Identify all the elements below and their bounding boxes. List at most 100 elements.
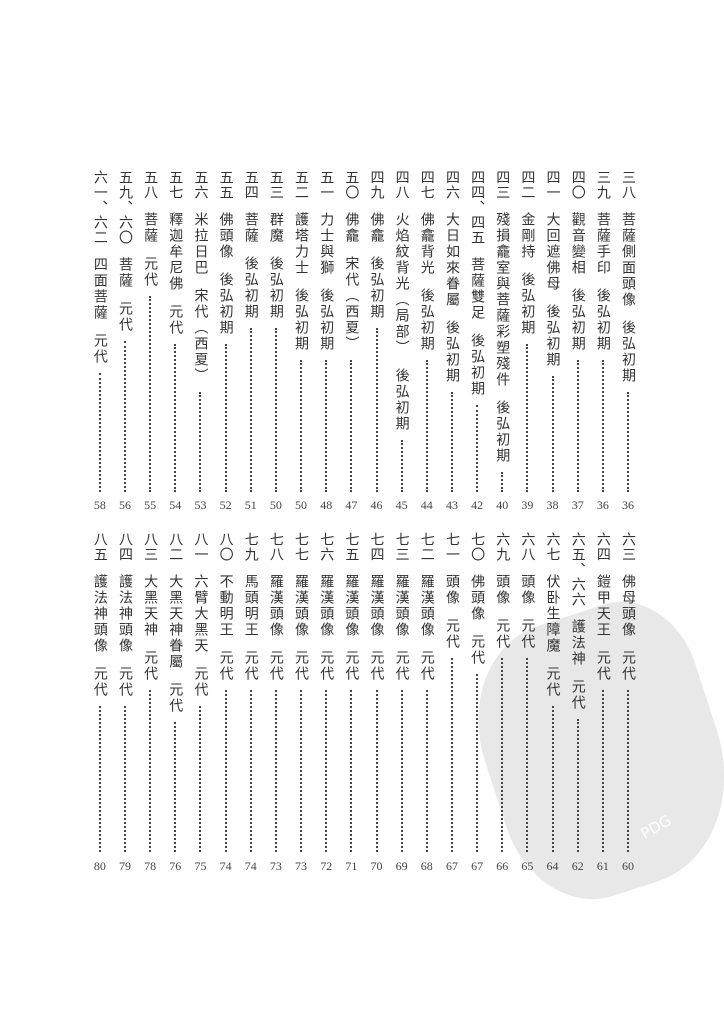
toc-entry: 五六 米拉日巴 宋代（西夏） — [191, 170, 209, 492]
entry-number: 七〇 — [469, 532, 486, 562]
dot-leader — [124, 341, 126, 492]
entry-title: 護塔力士 — [293, 212, 310, 276]
entry-title: 佛頭像 — [469, 574, 486, 622]
entry-number: 八五 — [91, 532, 108, 562]
entry-page-number: 71 — [345, 859, 358, 873]
dot-leader — [526, 658, 529, 852]
entry-era: 元代 — [393, 650, 410, 682]
entry-number: 四二 — [519, 170, 536, 200]
entry-title: 羅漢頭像 — [267, 574, 284, 638]
entry-era: 元代 — [594, 650, 611, 682]
entry-page-number: 45 — [395, 498, 408, 512]
dot-leader — [149, 296, 152, 492]
entry-title: 佛龕 — [343, 212, 360, 244]
entry-page-number: 52 — [219, 498, 232, 512]
toc-entry: 六三 佛母頭像 元代 — [619, 532, 637, 852]
dot-leader — [174, 344, 177, 492]
dot-leader — [627, 392, 629, 492]
toc-entry: 八四 護法神頭像 元代 — [116, 532, 134, 852]
entry-page-number: 80 — [93, 859, 106, 873]
entry-title: 大黑天神 — [142, 574, 159, 638]
entry-number: 六七 — [544, 532, 561, 562]
toc-entry: 三九 菩薩手印 後弘初期 — [594, 170, 612, 492]
entry-number: 八四 — [117, 532, 133, 562]
entry-era: 元代 — [494, 618, 511, 650]
entry-title: 羅漢頭像 — [393, 574, 410, 638]
dot-leader — [476, 405, 479, 492]
entry-era: 元代 — [418, 650, 435, 682]
dot-leader — [375, 690, 378, 852]
toc-entry: 七六 羅漢頭像 元代 — [317, 532, 335, 852]
entry-title: 大回遮佛母 — [544, 212, 561, 292]
toc-entry: 六四 鎧甲天王 元代 — [594, 532, 612, 852]
toc-entry: 七三 羅漢頭像 元代 — [393, 532, 411, 852]
entry-number: 四一 — [544, 170, 561, 200]
toc-entry: 六五、六六 護法神 元代 — [569, 532, 587, 852]
entry-page-number: 56 — [119, 498, 131, 512]
entry-era: 後弘初期 — [242, 256, 259, 320]
dot-leader — [199, 392, 202, 492]
toc-entry: 八三 大黑天神 元代 — [141, 532, 159, 852]
toc-entry: 五七 釋迦牟尼佛 元代 — [166, 170, 184, 492]
dot-leader — [601, 360, 604, 492]
dot-leader — [400, 690, 403, 852]
entry-page-number: 67 — [445, 859, 458, 873]
entry-era: 後弘初期 — [494, 400, 511, 464]
toc-entry: 七八 羅漢頭像 元代 — [267, 532, 285, 852]
dot-leader — [350, 360, 353, 492]
entry-title: 火焰紋背光（局部） — [393, 212, 410, 356]
entry-era: 元代 — [142, 256, 159, 288]
entry-era: 元代 — [519, 618, 536, 650]
entry-title: 菩薩 — [242, 212, 259, 244]
toc-entry: 七二 羅漢頭像 元代 — [418, 532, 436, 852]
entry-era: 元代 — [469, 634, 486, 666]
toc-entry: 四三 殘損龕室與菩薩彩塑殘件 後弘初期 — [493, 170, 511, 492]
entry-era: 後弘初期 — [393, 368, 410, 432]
entry-title: 鎧甲天王 — [594, 574, 611, 638]
entry-title: 佛龕背光 — [418, 212, 435, 276]
entry-page-number: 74 — [219, 859, 232, 873]
entry-era: 後弘初期 — [217, 272, 234, 336]
entry-era: 元代 — [91, 666, 108, 698]
toc-entry: 五一 力士與獅 後弘初期 — [317, 170, 335, 492]
entry-number: 五二 — [293, 170, 310, 200]
entry-title: 菩薩側面頭像 — [620, 212, 636, 308]
entry-number: 七八 — [267, 532, 284, 562]
entry-era: 元代 — [318, 650, 335, 682]
dot-leader — [601, 690, 604, 852]
entry-page-number: 76 — [169, 859, 182, 873]
dot-leader — [425, 360, 428, 492]
entry-page-number: 50 — [295, 498, 308, 512]
entry-number: 八一 — [192, 532, 209, 562]
entry-page-number: 58 — [93, 498, 106, 512]
dot-leader — [98, 706, 101, 852]
entry-number: 六八 — [519, 532, 536, 562]
toc-entry: 六八 頭像 元代 — [518, 532, 536, 852]
dot-leader — [325, 690, 328, 852]
entry-number: 六一、六二 — [91, 170, 108, 245]
entry-era: 元代 — [167, 304, 184, 336]
entry-page-number: 42 — [471, 498, 484, 512]
entry-era: 元代 — [167, 682, 184, 714]
entry-title: 護法神 — [569, 619, 586, 667]
toc-entry: 四八 火焰紋背光（局部） 後弘初期 — [393, 170, 411, 492]
toc-entry: 七五 羅漢頭像 元代 — [342, 532, 360, 852]
toc-entry: 四一 大回遮佛母 後弘初期 — [544, 170, 562, 492]
entry-page-number: 66 — [496, 859, 509, 873]
entry-title: 菩薩 — [142, 212, 159, 244]
entry-page-number: 69 — [395, 859, 408, 873]
entry-number: 四七 — [418, 170, 435, 200]
entry-era: 宋代（西夏） — [343, 256, 360, 352]
entry-page-number: 73 — [295, 859, 308, 873]
entry-era: 後弘初期 — [368, 256, 385, 320]
entry-title: 力士與獅 — [318, 212, 335, 276]
toc-entry: 七七 羅漢頭像 元代 — [292, 532, 310, 852]
entry-page-number: 46 — [370, 498, 383, 512]
entry-number: 六三 — [620, 532, 636, 562]
entry-era: 元代 — [293, 650, 310, 682]
toc-entry: 八一 六臂大黑天 元代 — [191, 532, 209, 852]
dot-leader — [476, 674, 479, 852]
dot-leader — [551, 376, 554, 492]
toc-entry: 四四、四五 菩薩雙足 後弘初期 — [468, 170, 486, 492]
dot-leader — [400, 440, 403, 492]
